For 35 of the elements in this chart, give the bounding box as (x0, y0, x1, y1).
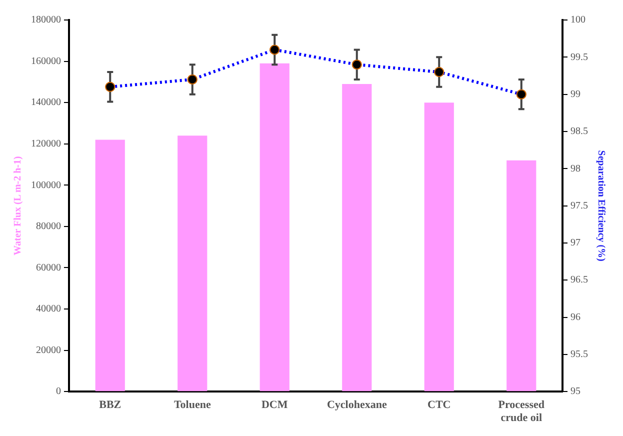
y2-tick-label: 98.5 (570, 126, 588, 138)
x-tick-label: Processed crude oil (498, 399, 544, 424)
x-tick-label: Cyclohexane (326, 399, 387, 412)
y-tick-label: 20000 (36, 344, 61, 356)
bar (342, 84, 372, 392)
y2-tick-label: 95.5 (570, 349, 588, 360)
x-tick-label: Toluene (174, 399, 211, 412)
x-tick-label: BBZ (99, 399, 122, 412)
y2-tick-label: 99.5 (570, 52, 588, 63)
x-tick-label: CTC (428, 399, 451, 412)
x-tick-label: DCM (261, 399, 288, 412)
y-tick-label: 180000 (31, 14, 61, 26)
y2-tick-label: 95 (570, 386, 580, 398)
bar (260, 63, 290, 392)
y-tick-label: 120000 (31, 138, 61, 150)
y-tick-label: 60000 (36, 262, 61, 274)
bar (506, 160, 536, 392)
y2-tick-label: 97.5 (570, 200, 588, 212)
y-tick-label: 0 (56, 386, 61, 398)
bar (95, 140, 125, 392)
y-tick-label: 160000 (31, 56, 61, 67)
y2-axis-title: Separation Efficiency (%) (595, 150, 606, 262)
y2-tick-label: 100 (570, 14, 586, 26)
y2-tick-label: 99 (570, 88, 580, 100)
y2-tick-label: 97 (570, 238, 580, 249)
bar (178, 136, 208, 392)
bar (424, 102, 454, 392)
y-tick-label: 40000 (36, 304, 61, 315)
y-tick-label: 140000 (31, 97, 61, 108)
y2-tick-label: 96 (570, 312, 580, 323)
y2-tick-label: 98 (570, 163, 580, 174)
y-tick-label: 80000 (36, 221, 61, 232)
y2-tick-label: 96.5 (570, 274, 588, 286)
y-axis-title: Water Flux (L m-2 h-1) (12, 156, 24, 256)
y-tick-label: 100000 (31, 180, 61, 191)
